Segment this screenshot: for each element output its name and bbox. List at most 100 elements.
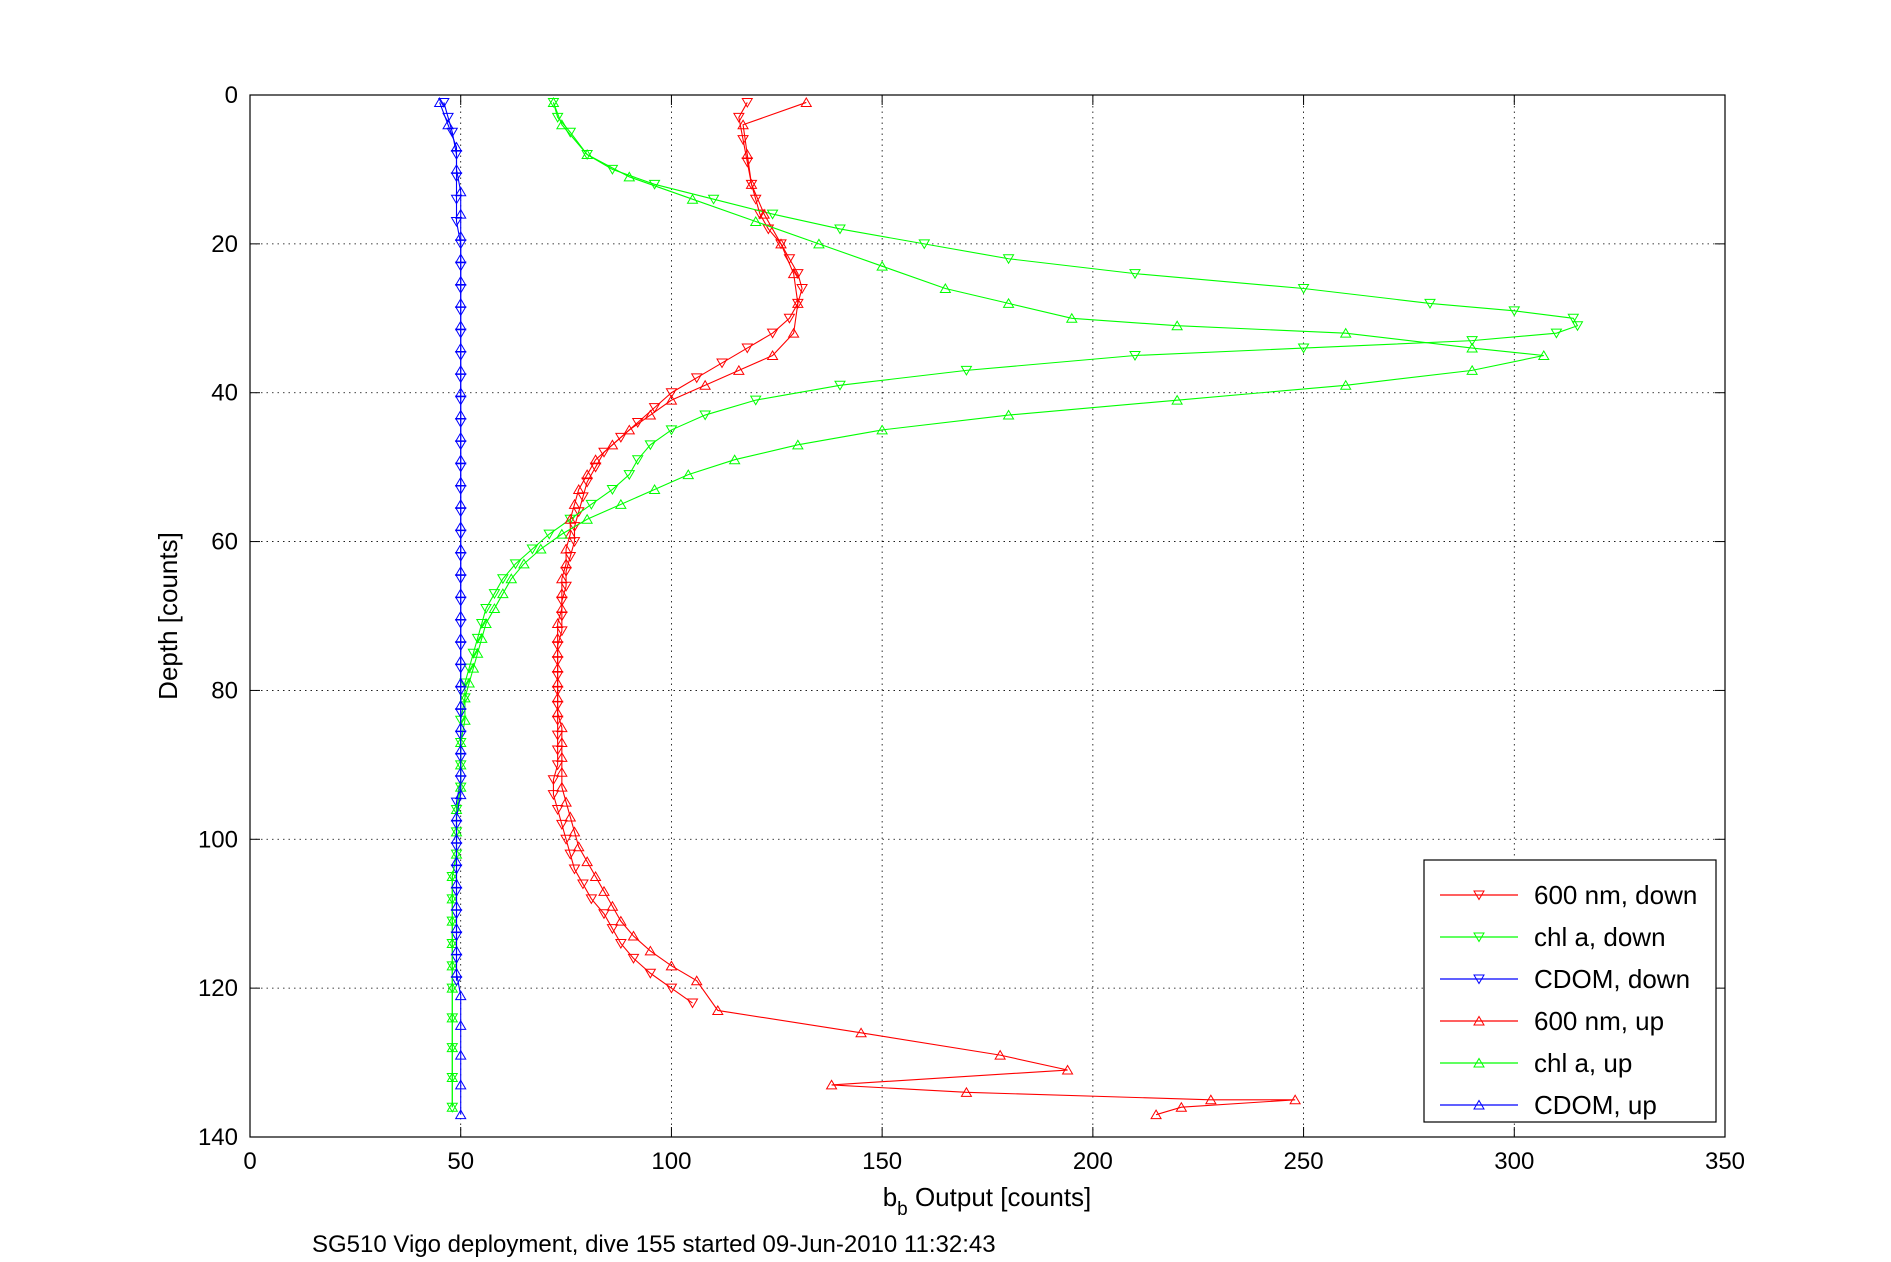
y-tick-label: 20 [211,231,238,258]
data-point-marker [796,284,808,295]
data-point-marker [1002,409,1015,420]
data-point-marker [454,320,467,331]
data-point-marker [577,879,589,890]
data-point-marker [682,469,695,480]
data-point-marker [555,722,568,733]
data-point-marker [446,1101,459,1112]
data-point-marker [690,373,703,384]
data-point-marker [834,380,846,391]
data-point-marker [1297,284,1310,295]
data-point-marker [813,238,825,249]
data-point-marker [555,737,568,748]
series-chl-a-up [446,96,1550,1112]
data-point-marker [623,171,636,182]
data-point-marker [446,1071,459,1082]
data-point-marker [488,589,501,600]
y-tick-label: 80 [211,677,238,704]
data-point-marker [585,499,598,510]
data-point-marker [1466,364,1479,375]
y-tick-label: 120 [198,975,238,1002]
data-point-marker [450,967,463,978]
legend-label: CDOM, up [1534,1090,1657,1120]
data-point-marker [783,313,796,324]
data-point-marker [454,588,467,599]
data-point-marker [555,573,568,584]
data-point-marker [560,543,572,554]
data-point-marker [433,96,446,107]
data-point-marker [480,604,492,615]
data-point-marker [581,469,594,480]
legend-marker [1473,1099,1485,1110]
axis-ticks: 0 50 100 150 200 250 300 350 0 20 40 60 80 100 120 140 [198,82,1745,1175]
data-point-marker [960,1086,973,1097]
data-point-marker [1129,269,1141,280]
data-point-marker [551,707,564,718]
data-point-marker [614,938,627,949]
data-point-marker [589,462,602,473]
plot-frame [249,94,1726,1138]
x-tick-label: 250 [1284,1148,1324,1175]
data-point-marker [450,141,463,152]
data-point-marker [581,477,594,488]
grid-lines [250,95,1725,1137]
data-point-marker [467,648,480,659]
figure-caption: SG510 Vigo deployment, dive 155 started … [312,1231,996,1258]
data-point-marker [766,328,779,339]
data-point-marker [564,849,577,860]
data-point-marker [690,975,703,986]
data-point-marker [560,796,572,807]
data-point-marker [1424,298,1436,309]
data-point-marker [939,283,952,294]
data-point-marker [555,588,568,599]
data-point-marker [454,454,467,465]
legend: 600 nm, down chl a, down CDOM, down 600 nm,… [1423,859,1717,1123]
data-point-marker [791,297,804,308]
data-point-marker [648,403,661,414]
data-point-marker [876,260,889,271]
data-point-marker [665,960,678,971]
data-point-marker [766,209,779,220]
data-point-marker [1065,312,1078,323]
data-point-marker [791,439,804,450]
data-point-marker [551,632,564,643]
data-point-marker [1002,254,1015,265]
data-point-marker [551,805,564,816]
data-point-marker [454,543,467,554]
data-point-marker [450,976,463,987]
series-line [557,101,1296,1116]
data-point-marker [825,1079,838,1090]
data-point-marker [454,253,467,264]
data-point-marker [581,513,594,524]
data-point-marker [614,498,627,509]
data-point-marker [791,269,804,280]
data-point-marker [1297,343,1310,354]
data-point-marker [1339,379,1352,390]
legend-label: chl a, down [1534,922,1666,952]
data-point-marker [543,529,556,540]
data-point-marker [665,388,678,399]
data-point-marker [454,990,467,1001]
data-point-marker [1002,297,1015,308]
data-point-marker [547,96,560,107]
data-point-marker [446,893,459,904]
legend-marker [1473,890,1485,901]
data-point-marker [606,484,619,495]
data-point-marker [762,224,775,235]
data-point-marker [598,909,610,920]
data-point-marker [450,900,463,911]
data-point-marker [459,678,471,689]
data-point-marker [665,394,678,405]
data-point-marker [572,841,585,852]
legend-label: 600 nm, up [1534,1006,1664,1036]
data-point-marker [555,819,568,830]
data-point-marker [505,573,518,584]
data-point-marker [716,358,728,369]
data-point-marker [1171,394,1184,405]
data-point-marker [450,878,463,889]
data-point-marker [496,588,509,599]
data-point-marker [450,811,463,822]
data-point-marker [787,327,800,338]
data-point-marker [960,365,973,376]
data-point-marker [623,424,636,435]
